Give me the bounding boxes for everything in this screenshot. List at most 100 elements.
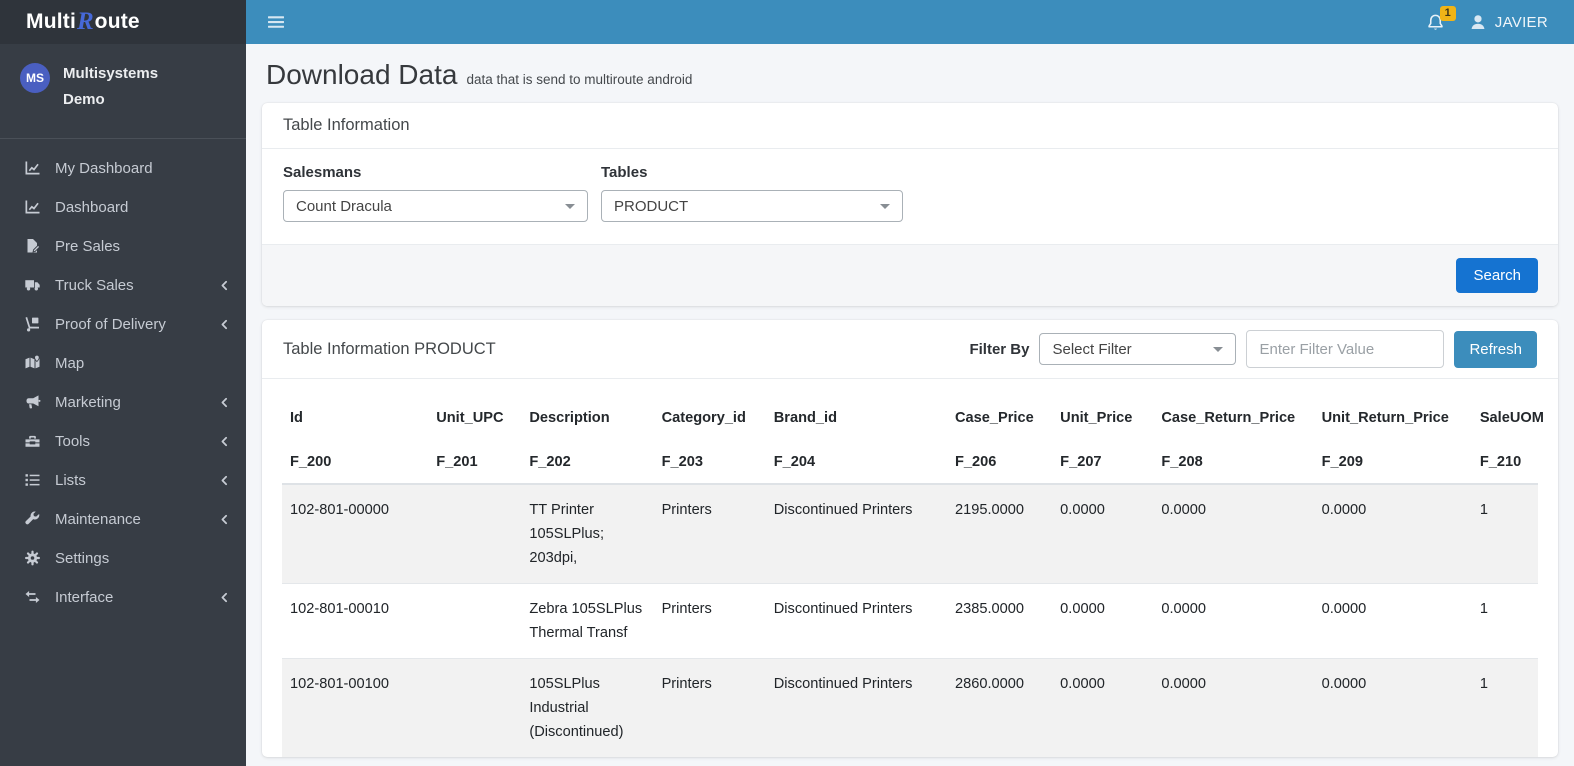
brand-text-multi: Multi xyxy=(26,10,76,34)
sidebar-item-maintenance[interactable]: Maintenance xyxy=(0,500,246,539)
map-marked-icon xyxy=(22,355,42,371)
column-header: Case_Return_Price xyxy=(1153,395,1313,439)
field-header: F_201 xyxy=(428,439,521,484)
table-cell: 1 xyxy=(1472,659,1538,758)
table-row: 102-801-00000TT Printer 105SLPlus; 203dp… xyxy=(282,484,1538,584)
table-cell: 0.0000 xyxy=(1314,584,1472,659)
table-product-card: Table Information PRODUCT Filter By Sele… xyxy=(262,320,1558,757)
sidebar-item-dashboard[interactable]: Dashboard xyxy=(0,188,246,227)
tables-selected-value: PRODUCT xyxy=(614,198,688,215)
filter-by-label: Filter By xyxy=(969,341,1029,358)
sidebar-item-my-dashboard[interactable]: My Dashboard xyxy=(0,149,246,188)
sidebar-item-label: Maintenance xyxy=(55,511,141,528)
column-header: Unit_Return_Price xyxy=(1314,395,1472,439)
table-cell: 0.0000 xyxy=(1153,659,1313,758)
filter-select[interactable]: Select Filter xyxy=(1039,333,1236,365)
product-table: IdUnit_UPCDescriptionCategory_idBrand_id… xyxy=(282,395,1538,757)
table-cell: 0.0000 xyxy=(1052,484,1153,584)
card-header: Table Information xyxy=(262,103,1558,149)
page-subtitle: data that is send to multiroute android xyxy=(466,72,692,87)
sidebar-item-map[interactable]: Map xyxy=(0,344,246,383)
column-header: Case_Price xyxy=(947,395,1052,439)
table-cell: 1 xyxy=(1472,484,1538,584)
sidebar-item-proof-of-delivery[interactable]: Proof of Delivery xyxy=(0,305,246,344)
chart-line-icon xyxy=(22,160,42,176)
table-cell: Printers xyxy=(654,584,766,659)
notification-badge: 1 xyxy=(1440,6,1456,21)
sidebar-item-label: Proof of Delivery xyxy=(55,316,166,333)
field-header: F_202 xyxy=(521,439,653,484)
gear-icon xyxy=(22,550,42,566)
sidebar-item-label: Truck Sales xyxy=(55,277,134,294)
app-root: MultiRoute MS Multisystems Demo My Dashb… xyxy=(0,0,1574,766)
table-wrap: IdUnit_UPCDescriptionCategory_idBrand_id… xyxy=(262,379,1558,757)
table-cell: Printers xyxy=(654,484,766,584)
sidebar-item-label: Pre Sales xyxy=(55,238,120,255)
sidebar-menu: My Dashboard Dashboard Pre Sales Truck S… xyxy=(0,149,246,617)
toolbox-icon xyxy=(22,433,42,449)
table-cell: 2385.0000 xyxy=(947,584,1052,659)
chevron-left-icon xyxy=(219,280,230,291)
username: JAVIER xyxy=(1495,14,1548,31)
chart-line-icon xyxy=(22,199,42,215)
field-header: F_206 xyxy=(947,439,1052,484)
tables-label: Tables xyxy=(601,164,903,181)
sidebar-item-label: Settings xyxy=(55,550,109,567)
user-icon xyxy=(1469,13,1487,31)
page-title: Download Data xyxy=(266,59,457,91)
tables-select[interactable]: PRODUCT xyxy=(601,190,903,222)
wrench-icon xyxy=(22,511,42,527)
card-header: Table Information PRODUCT Filter By Sele… xyxy=(262,320,1558,379)
table-cell: 0.0000 xyxy=(1314,484,1472,584)
table-cell: Printers xyxy=(654,659,766,758)
sidebar-item-lists[interactable]: Lists xyxy=(0,461,246,500)
salesmans-selected-value: Count Dracula xyxy=(296,198,392,215)
notifications-button[interactable]: 1 xyxy=(1426,13,1445,32)
chevron-left-icon xyxy=(219,319,230,330)
brand-logo[interactable]: MultiRoute xyxy=(0,0,246,44)
field-header: F_203 xyxy=(654,439,766,484)
salesmans-field: Salesmans Count Dracula xyxy=(283,164,588,222)
card-footer: Search xyxy=(262,244,1558,306)
sidebar: MultiRoute MS Multisystems Demo My Dashb… xyxy=(0,0,246,766)
table-cell: 0.0000 xyxy=(1052,584,1153,659)
sidebar-item-settings[interactable]: Settings xyxy=(0,539,246,578)
sidebar-user-panel: MS Multisystems Demo xyxy=(0,44,246,139)
table-cell xyxy=(428,659,521,758)
sidebar-item-interface[interactable]: Interface xyxy=(0,578,246,617)
user-name: Multisystems Demo xyxy=(63,61,173,114)
table-cell: Discontinued Printers xyxy=(766,659,947,758)
topbar-right: 1 JAVIER xyxy=(1426,13,1548,32)
column-header: Unit_UPC xyxy=(428,395,521,439)
table-row: 102-801-00100105SLPlus Industrial (Disco… xyxy=(282,659,1538,758)
hamburger-menu-icon[interactable] xyxy=(266,14,288,30)
sidebar-item-label: Tools xyxy=(55,433,90,450)
chevron-left-icon xyxy=(219,475,230,486)
refresh-button[interactable]: Refresh xyxy=(1454,331,1537,368)
filter-group: Filter By Select Filter Refresh xyxy=(969,330,1537,368)
user-menu[interactable]: JAVIER xyxy=(1469,13,1548,31)
search-button[interactable]: Search xyxy=(1456,258,1538,293)
sidebar-item-pre-sales[interactable]: Pre Sales xyxy=(0,227,246,266)
truck-loading-icon xyxy=(22,316,42,332)
sidebar-item-marketing[interactable]: Marketing xyxy=(0,383,246,422)
sidebar-item-label: Marketing xyxy=(55,394,121,411)
column-header: SaleUOM xyxy=(1472,395,1538,439)
sidebar-item-truck-sales[interactable]: Truck Sales xyxy=(0,266,246,305)
brand-text-oute: oute xyxy=(95,10,140,34)
table-cell: 105SLPlus Industrial (Discontinued) xyxy=(521,659,653,758)
field-header: F_208 xyxy=(1153,439,1313,484)
topbar: 1 JAVIER xyxy=(246,0,1574,44)
select-arrow-icon xyxy=(565,204,575,209)
filter-value-input[interactable] xyxy=(1246,330,1444,368)
sidebar-item-label: Lists xyxy=(55,472,86,489)
table-cell: 2860.0000 xyxy=(947,659,1052,758)
table-cell: 0.0000 xyxy=(1153,584,1313,659)
table-row: 102-801-00010Zebra 105SLPlus Thermal Tra… xyxy=(282,584,1538,659)
salesmans-select[interactable]: Count Dracula xyxy=(283,190,588,222)
chevron-left-icon xyxy=(219,514,230,525)
sidebar-item-label: My Dashboard xyxy=(55,160,153,177)
column-header: Unit_Price xyxy=(1052,395,1153,439)
sidebar-item-tools[interactable]: Tools xyxy=(0,422,246,461)
column-header: Category_id xyxy=(654,395,766,439)
